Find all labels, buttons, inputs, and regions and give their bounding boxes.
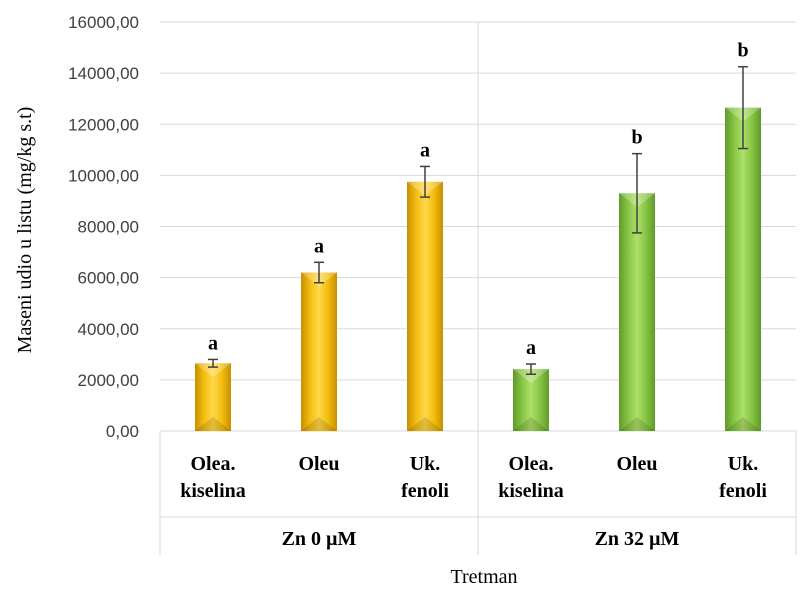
category-label: fenoli — [719, 480, 767, 502]
category-label: fenoli — [401, 480, 449, 502]
bar — [513, 369, 549, 431]
category-label: Olea. — [509, 453, 554, 475]
axes — [159, 22, 797, 555]
y-tick-label: 8000,00 — [78, 218, 139, 237]
bar-bevel-top — [195, 363, 231, 378]
category-label: Oleu — [616, 453, 657, 475]
bar-bevel-bottom — [513, 417, 549, 431]
y-tick-label: 14000,00 — [68, 64, 139, 83]
bars — [195, 65, 761, 432]
bar — [407, 181, 443, 431]
bar — [195, 363, 231, 431]
bar-bevel-bottom — [407, 417, 443, 431]
bar-bevel-bottom — [725, 417, 761, 431]
y-tick-label: 0,00 — [106, 422, 139, 441]
significance-letter: b — [737, 40, 748, 62]
y-tick-label: 10000,00 — [68, 166, 139, 185]
significance-letter: a — [420, 139, 430, 161]
bar — [725, 107, 761, 432]
labels: 0,00 2000,00 4000,00 6000,00 8000,00 10000,00… — [68, 13, 767, 550]
bar-bevel-top — [513, 369, 549, 384]
bar-bevel-bottom — [301, 417, 337, 431]
y-tick-label: 12000,00 — [68, 115, 139, 134]
category-label: kiselina — [180, 480, 246, 502]
significance-letter: a — [208, 332, 218, 354]
bar — [301, 272, 337, 431]
group-label: Zn 32 µM — [595, 528, 680, 550]
category-label: Oleu — [298, 453, 339, 475]
significance-letter: a — [526, 337, 536, 359]
y-tick-label: 4000,00 — [78, 320, 139, 339]
y-axis-title: Maseni udio u listu (mg/kg s.t) — [14, 107, 36, 354]
category-label: kiselina — [498, 480, 564, 502]
category-label: Uk. — [728, 453, 759, 475]
bar-bevel-bottom — [195, 417, 231, 431]
x-axis-title: Tretman — [450, 566, 517, 588]
bar-bevel-bottom — [619, 417, 655, 431]
category-label: Olea. — [191, 453, 236, 475]
y-tick-label: 16000,00 — [68, 13, 139, 32]
significance-letter: b — [631, 127, 642, 149]
category-label: Uk. — [410, 453, 441, 475]
group-label: Zn 0 µM — [282, 528, 357, 550]
y-tick-label: 2000,00 — [78, 371, 139, 390]
significance-letter: a — [314, 235, 324, 257]
y-tick-label: 6000,00 — [78, 269, 139, 288]
